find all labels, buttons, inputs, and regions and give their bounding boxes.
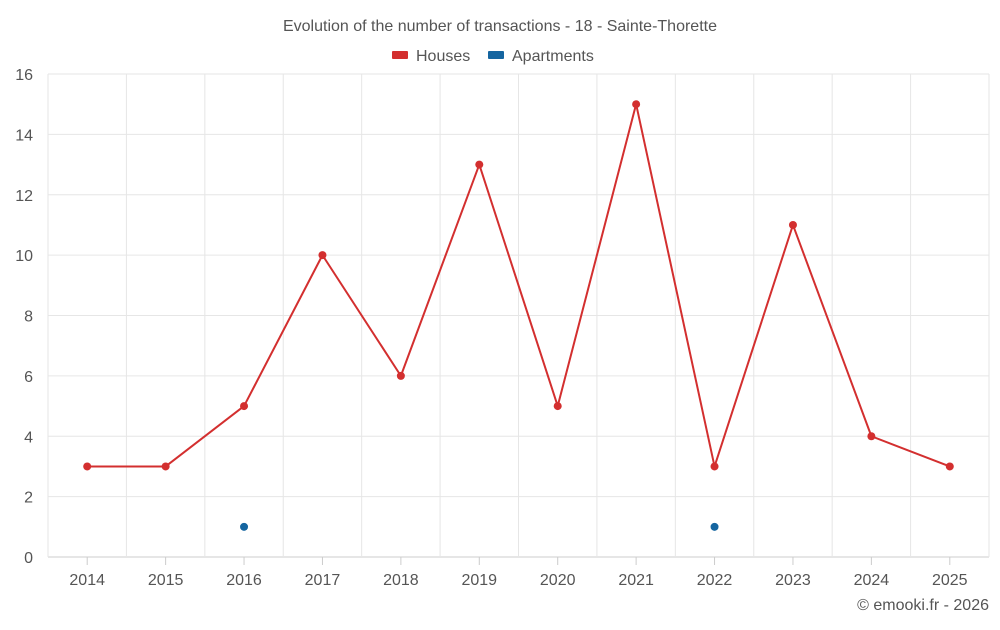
x-tick-label: 2022 — [697, 572, 733, 589]
x-axis: 2014 2015 2016 2017 2018 2019 2020 2021 2022 2023… — [69, 557, 968, 589]
x-tick-label: 2020 — [540, 572, 576, 589]
data-point-houses[interactable] — [788, 220, 797, 229]
y-tick-label: 4 — [24, 429, 33, 446]
grid — [47, 73, 990, 558]
data-point-apartments[interactable] — [710, 522, 719, 531]
x-tick-label: 2015 — [148, 572, 184, 589]
x-tick-label: 2017 — [305, 572, 341, 589]
legend-item-houses[interactable]: Houses — [392, 48, 470, 65]
y-tick-label: 0 — [24, 550, 33, 567]
y-tick-label: 8 — [24, 309, 33, 326]
series-houses — [83, 100, 954, 471]
legend: Houses Apartments — [392, 48, 594, 65]
y-tick-label: 6 — [24, 369, 33, 386]
x-tick-label: 2023 — [775, 572, 811, 589]
legend-swatch-apartments — [488, 51, 504, 59]
data-point-houses[interactable] — [318, 251, 327, 260]
series-line-houses — [87, 103, 951, 468]
x-tick-label: 2025 — [932, 572, 968, 589]
data-point-houses[interactable] — [867, 432, 876, 441]
series-layer — [83, 100, 954, 531]
legend-label-apartments: Apartments — [512, 48, 594, 65]
data-point-houses[interactable] — [632, 100, 641, 109]
data-point-houses[interactable] — [475, 160, 484, 169]
chart-title: Evolution of the number of transactions … — [283, 18, 717, 35]
data-point-houses[interactable] — [240, 402, 249, 411]
x-tick-label: 2014 — [69, 572, 105, 589]
y-tick-label: 16 — [15, 67, 33, 84]
y-tick-label: 2 — [24, 490, 33, 507]
data-point-houses[interactable] — [161, 462, 170, 471]
footer-credit: © emooki.fr - 2026 — [857, 597, 989, 614]
series-apartments — [240, 522, 719, 531]
y-tick-label: 12 — [15, 188, 33, 205]
x-tick-label: 2018 — [383, 572, 419, 589]
x-tick-label: 2016 — [226, 572, 262, 589]
y-tick-label: 10 — [15, 248, 33, 265]
legend-swatch-houses — [392, 51, 408, 59]
x-tick-label: 2021 — [618, 572, 654, 589]
data-point-apartments[interactable] — [240, 522, 249, 531]
data-point-houses[interactable] — [710, 462, 719, 471]
legend-item-apartments[interactable]: Apartments — [488, 48, 594, 65]
x-tick-label: 2024 — [854, 572, 890, 589]
data-point-houses[interactable] — [553, 402, 562, 411]
y-axis: 0 2 4 6 8 10 12 14 16 — [15, 67, 33, 567]
data-point-houses[interactable] — [83, 462, 92, 471]
y-tick-label: 14 — [15, 127, 33, 144]
data-point-houses[interactable] — [945, 462, 954, 471]
x-tick-label: 2019 — [461, 572, 497, 589]
data-point-houses[interactable] — [396, 371, 405, 380]
legend-label-houses: Houses — [416, 48, 470, 65]
